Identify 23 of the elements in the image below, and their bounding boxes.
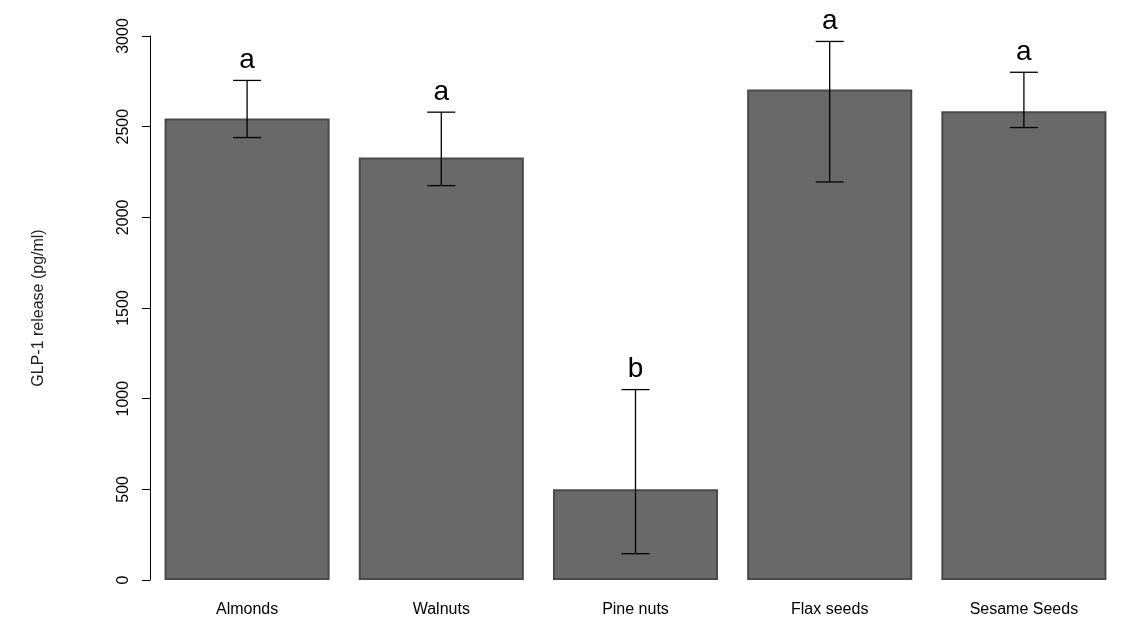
x-tick-label: Flax seeds [791, 599, 869, 617]
bar [552, 489, 719, 580]
x-tick-label: Sesame Seeds [969, 599, 1079, 617]
x-tick-label: Walnuts [412, 599, 470, 617]
bar [358, 157, 524, 580]
bar [941, 111, 1107, 580]
bar [164, 118, 330, 580]
y-tick-label: 0 [113, 575, 131, 585]
x-tick-label: Almonds [215, 599, 279, 617]
bar [747, 89, 913, 580]
annotation: a [239, 42, 256, 74]
y-tick-label: 3000 [113, 18, 131, 54]
y-axis-title: GLP-1 release (pg/ml) [28, 229, 46, 387]
y-tick-label: 2500 [113, 108, 131, 145]
text: a [821, 3, 838, 35]
y-tick-label: 1000 [113, 380, 131, 417]
y-tick-label: 2000 [113, 199, 131, 236]
annotation: a [433, 74, 450, 106]
annotation: a [1016, 34, 1033, 66]
y-tick-label: 500 [113, 475, 131, 503]
x-tick-label: Pine nuts [602, 599, 669, 617]
y-tick-label: 1500 [113, 290, 131, 326]
annotation: b [627, 352, 644, 384]
